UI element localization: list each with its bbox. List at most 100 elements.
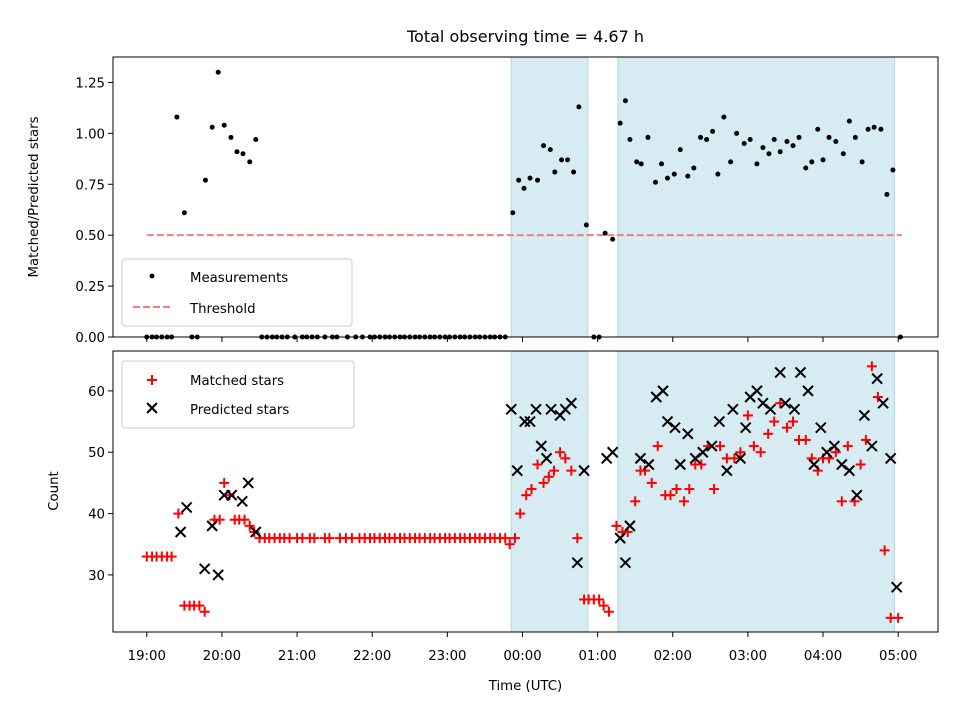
matched-point-73 bbox=[538, 477, 549, 488]
matched-point-84 bbox=[598, 600, 609, 611]
matched-point-107 bbox=[742, 410, 753, 421]
predicted-point-27 bbox=[624, 520, 636, 532]
bottom-shaded-interval-0 bbox=[510, 350, 589, 633]
matched-point-13 bbox=[214, 514, 225, 525]
predicted-point-37 bbox=[697, 446, 709, 458]
top-y-tick-label-2: 0.50 bbox=[75, 229, 105, 244]
measurement-point-107 bbox=[777, 149, 783, 155]
matched-point-76 bbox=[555, 447, 566, 458]
bottom-y-axis-label: Count bbox=[47, 471, 62, 511]
matched-point-89 bbox=[630, 496, 641, 507]
predicted-point-43 bbox=[739, 421, 752, 434]
x-tick-label-5: 00:00 bbox=[503, 649, 541, 664]
matched-point-128 bbox=[872, 392, 883, 403]
measurement-point-97 bbox=[715, 171, 721, 177]
predicted-point-14 bbox=[530, 403, 542, 415]
measurement-point-98 bbox=[721, 114, 727, 120]
matched-point-66 bbox=[500, 533, 511, 544]
matched-point-75 bbox=[549, 465, 560, 476]
top-y-ticks: 0.00 0.25 0.50 0.75 1.00 1.25 bbox=[75, 76, 113, 346]
measurement-point-87 bbox=[652, 179, 658, 185]
measurement-point-114 bbox=[820, 157, 826, 163]
chart-title: Total observing time = 4.67 h bbox=[406, 27, 644, 46]
measurement-point-119 bbox=[852, 134, 858, 140]
predicted-point-39 bbox=[713, 415, 726, 428]
matched-point-92 bbox=[646, 477, 657, 488]
predicted-point-56 bbox=[828, 440, 841, 452]
x-tick-label-2: 21:00 bbox=[278, 649, 316, 664]
matched-point-20 bbox=[249, 526, 260, 537]
predicted-point-62 bbox=[871, 372, 883, 385]
x-tick-label-4: 23:00 bbox=[428, 649, 466, 664]
matched-point-86 bbox=[611, 520, 622, 531]
measurement-point-84 bbox=[634, 159, 640, 165]
matched-point-98 bbox=[684, 484, 695, 495]
predicted-point-3 bbox=[206, 520, 218, 532]
matched-point-114 bbox=[787, 416, 798, 427]
measurement-point-112 bbox=[809, 159, 815, 165]
matched-point-18 bbox=[239, 514, 250, 525]
legend-matched-marker bbox=[147, 375, 157, 385]
measurement-point-108 bbox=[784, 139, 790, 145]
matched-point-97 bbox=[679, 496, 690, 507]
measurement-point-17 bbox=[247, 159, 253, 165]
top-shaded-intervals bbox=[510, 56, 895, 338]
matched-point-106 bbox=[735, 447, 746, 458]
predicted-point-6 bbox=[226, 489, 238, 501]
matched-point-116 bbox=[800, 434, 811, 445]
measurement-point-7 bbox=[181, 210, 187, 216]
matched-point-109 bbox=[755, 447, 766, 458]
top-legend: Measurements Threshold bbox=[121, 258, 353, 327]
predicted-point-35 bbox=[682, 428, 694, 440]
predicted-point-60 bbox=[858, 409, 871, 422]
predicted-point-65 bbox=[890, 581, 903, 593]
measurement-point-124 bbox=[884, 191, 890, 197]
bottom-legend-box bbox=[121, 360, 355, 429]
matched-point-33 bbox=[324, 533, 335, 544]
matched-point-67 bbox=[504, 539, 515, 550]
predicted-point-25 bbox=[614, 532, 626, 544]
legend-threshold-label: Threshold bbox=[189, 302, 256, 317]
predicted-point-38 bbox=[706, 440, 718, 452]
matched-point-78 bbox=[566, 465, 577, 476]
top-legend-box bbox=[121, 258, 353, 327]
matched-point-19 bbox=[244, 520, 255, 531]
measurement-point-106 bbox=[771, 136, 777, 142]
measurement-point-86 bbox=[645, 134, 651, 140]
matched-point-69 bbox=[515, 508, 526, 519]
predicted-point-48 bbox=[774, 366, 786, 379]
matched-point-72 bbox=[532, 459, 543, 470]
bottom-y-tick-label-3: 60 bbox=[88, 385, 105, 400]
predicted-point-31 bbox=[657, 385, 669, 397]
x-tick-label-6: 01:00 bbox=[578, 649, 616, 664]
measurement-point-111 bbox=[803, 165, 809, 171]
x-tick-label-9: 04:00 bbox=[804, 649, 842, 664]
matched-point-79 bbox=[572, 533, 583, 544]
matched-point-131 bbox=[893, 612, 904, 623]
measurement-point-88 bbox=[658, 161, 664, 167]
matched-point-102 bbox=[709, 484, 720, 495]
predicted-point-42 bbox=[734, 452, 747, 465]
matched-point-6 bbox=[173, 508, 184, 519]
measurement-point-71 bbox=[552, 169, 558, 175]
matched-point-83 bbox=[594, 594, 605, 605]
matched-point-95 bbox=[665, 490, 676, 501]
bottom-y-tick-label-2: 50 bbox=[88, 446, 105, 461]
top-y-tick-label-5: 1.25 bbox=[75, 76, 105, 91]
measurement-point-83 bbox=[627, 136, 633, 142]
predicted-point-21 bbox=[571, 556, 584, 569]
bottom-shaded-intervals bbox=[510, 350, 895, 633]
predicted-point-49 bbox=[779, 397, 792, 409]
predicted-point-50 bbox=[788, 403, 801, 415]
measurement-point-93 bbox=[691, 165, 697, 171]
predicted-point-61 bbox=[866, 440, 878, 452]
top-y-tick-label-1: 0.25 bbox=[75, 280, 105, 295]
measurement-point-100 bbox=[734, 130, 740, 136]
bottom-panel: 30 40 50 60 19:00 20:00 21:00 22:00 23:00 00:00 0… bbox=[47, 350, 939, 694]
measurement-point-89 bbox=[665, 175, 671, 181]
x-tick-label-3: 22:00 bbox=[353, 649, 391, 664]
top-y-tick-label-0: 0.00 bbox=[75, 331, 105, 346]
matched-point-11 bbox=[199, 606, 210, 617]
predicted-point-41 bbox=[727, 403, 739, 415]
measurement-point-15 bbox=[234, 149, 240, 155]
